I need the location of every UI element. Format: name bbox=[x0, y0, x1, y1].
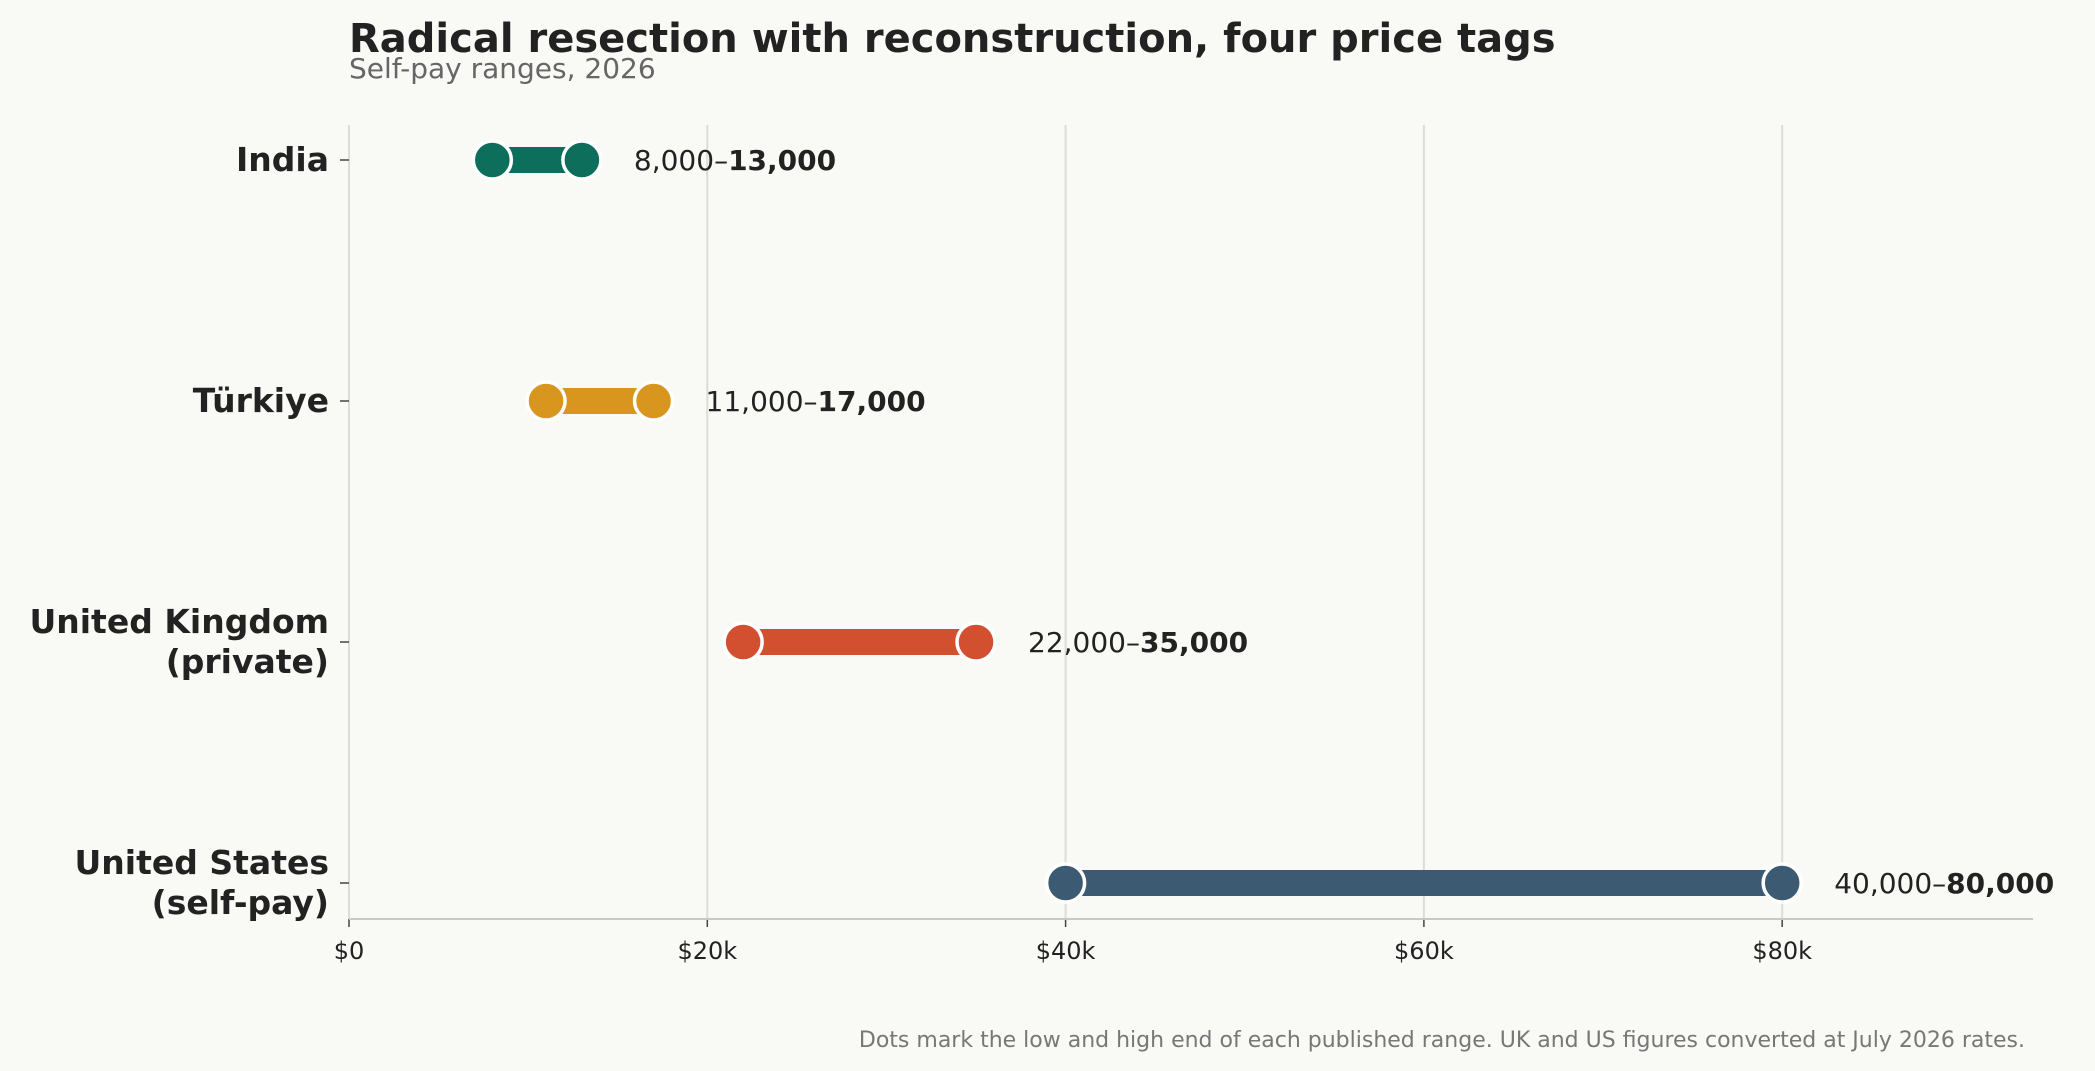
chart-footnote: Dots mark the low and high end of each p… bbox=[859, 1028, 2025, 1053]
range-high-value: 17,000 bbox=[818, 385, 926, 418]
x-tick-label: $0 bbox=[334, 937, 365, 965]
high-dot bbox=[632, 380, 675, 422]
high-dot bbox=[561, 139, 603, 181]
high-dot bbox=[955, 621, 997, 663]
category-label: United States bbox=[75, 843, 329, 882]
range-high-value: 13,000 bbox=[728, 144, 836, 177]
dumbbell-row: India 8,000–13,000 bbox=[236, 139, 836, 181]
range-value-label: 22,000–35,000 bbox=[1028, 626, 1248, 659]
range-low-value: 40,000 bbox=[1834, 867, 1932, 900]
category-label: (self-pay) bbox=[152, 883, 329, 922]
category-label: (private) bbox=[166, 642, 329, 681]
high-dot bbox=[1761, 862, 1803, 904]
range-separator: – bbox=[1932, 867, 1946, 900]
category-label: Türkiye bbox=[193, 381, 329, 420]
dumbbell-row: United States(self-pay) 40,000–80,000 bbox=[75, 843, 2055, 922]
gridlines bbox=[348, 125, 1784, 919]
range-high-value: 80,000 bbox=[1946, 867, 2054, 900]
category-label: United Kingdom bbox=[29, 602, 329, 641]
x-tick-label: $60k bbox=[1394, 937, 1454, 965]
range-value-label: 11,000–17,000 bbox=[706, 385, 926, 418]
range-separator: – bbox=[714, 144, 728, 177]
range-low-value: 22,000 bbox=[1028, 626, 1126, 659]
x-tick-label: $40k bbox=[1036, 937, 1096, 965]
low-dot bbox=[525, 380, 567, 422]
range-low-value: 8,000 bbox=[634, 144, 714, 177]
range-separator: – bbox=[1126, 626, 1140, 659]
x-tick-label: $80k bbox=[1752, 937, 1812, 965]
range-low-value: 11,000 bbox=[706, 385, 804, 418]
low-dot bbox=[722, 621, 764, 663]
low-dot bbox=[471, 139, 514, 181]
x-axis: $0 $20k $40k $60k $80k bbox=[334, 918, 2033, 965]
dumbbell-row: United Kingdom(private) 22,000–35,000 bbox=[29, 602, 1248, 681]
chart-subtitle: Self-pay ranges, 2026 bbox=[349, 52, 656, 85]
x-tick-label: $20k bbox=[677, 937, 737, 965]
range-separator: – bbox=[804, 385, 818, 418]
chart-title: Radical resection with reconstruction, f… bbox=[349, 16, 1556, 62]
range-value-label: 8,000–13,000 bbox=[634, 144, 836, 177]
dumbbell-row: Türkiye 11,000–17,000 bbox=[193, 380, 926, 422]
range-value-label: 40,000–80,000 bbox=[1834, 867, 2054, 900]
range-high-value: 35,000 bbox=[1140, 626, 1248, 659]
low-dot bbox=[1044, 862, 1087, 904]
category-label: India bbox=[236, 140, 329, 179]
